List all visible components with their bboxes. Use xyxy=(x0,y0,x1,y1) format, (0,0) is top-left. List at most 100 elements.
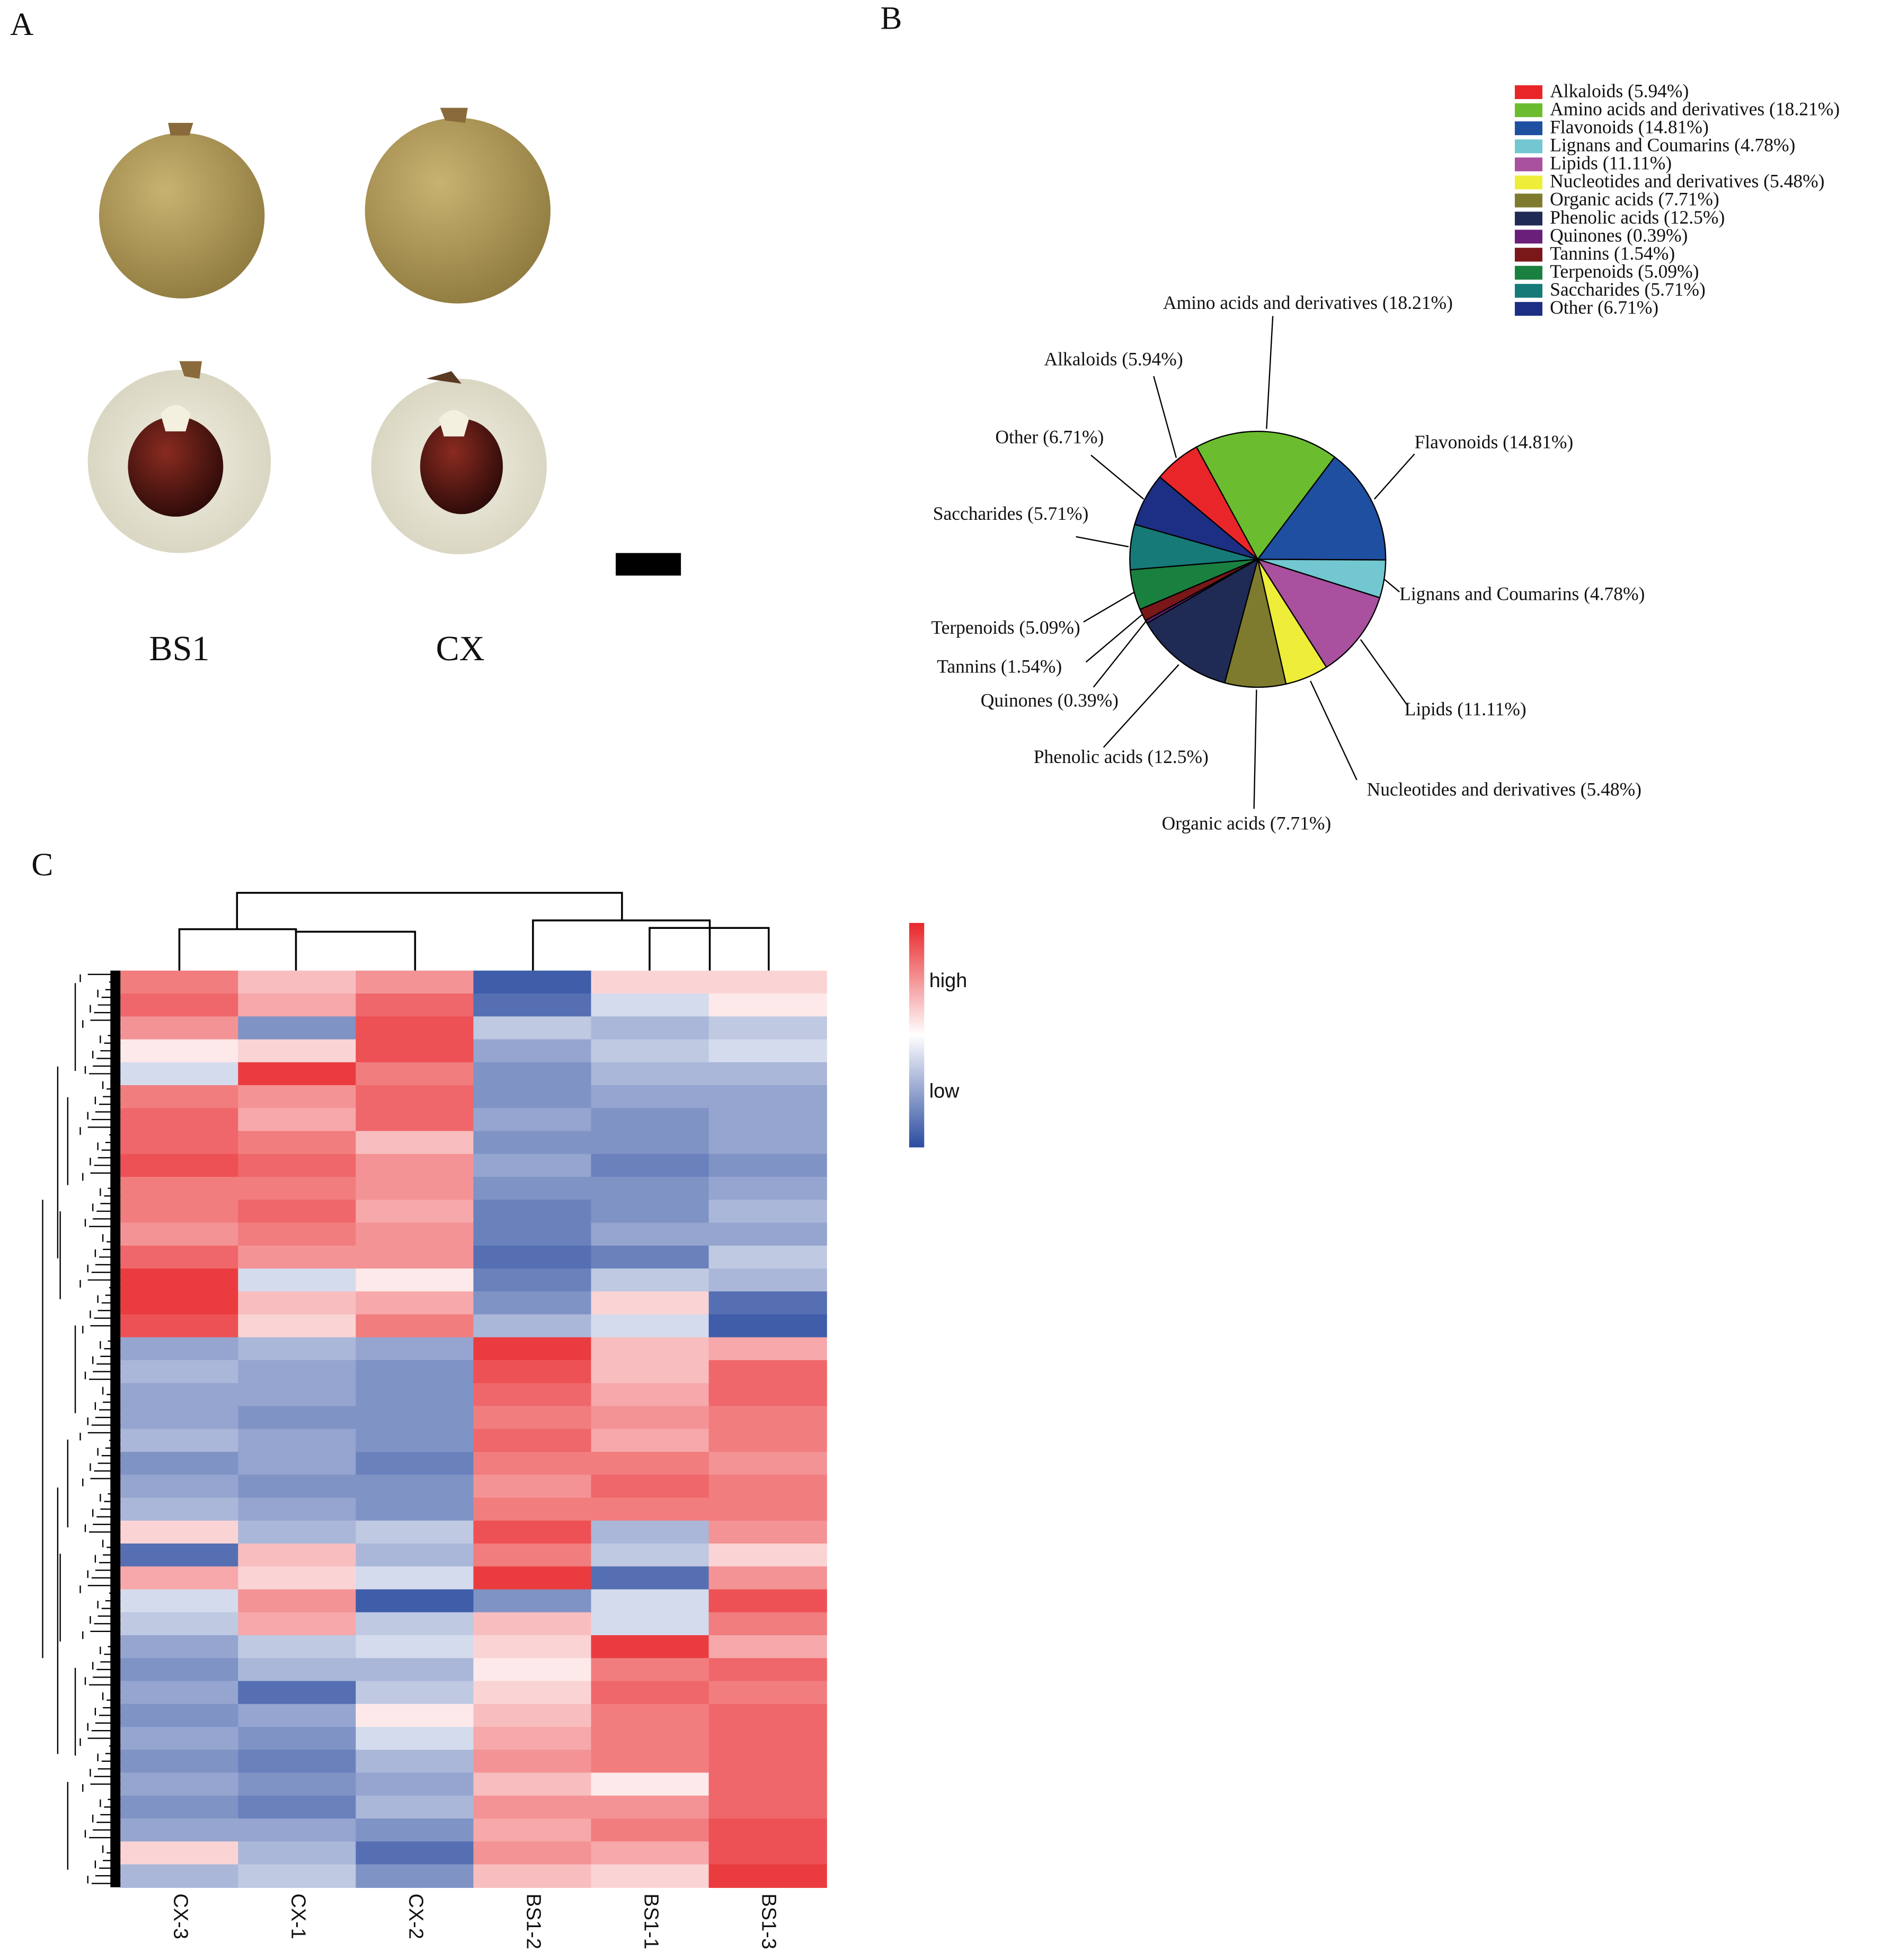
pie-slice xyxy=(1256,558,1381,668)
heatmap-cell xyxy=(708,1016,827,1040)
legend-swatch xyxy=(1514,193,1542,208)
heatmap-cell xyxy=(708,1726,827,1751)
heatmap-cell xyxy=(591,1475,709,1498)
panel-label: C xyxy=(31,847,53,883)
heatmap-cell xyxy=(591,1062,709,1086)
heatmap-cell xyxy=(356,1039,474,1063)
colorbar-label: high xyxy=(929,970,968,992)
sample-label: CX xyxy=(436,629,485,668)
heatmap-cell xyxy=(120,1864,239,1888)
heatmap-cell xyxy=(708,1451,827,1476)
heatmap-cell xyxy=(708,1566,827,1590)
row-dendrogram xyxy=(42,973,121,1884)
heatmap-cell xyxy=(591,1750,709,1773)
leader-line xyxy=(1083,591,1135,623)
heatmap-cell xyxy=(708,1360,827,1384)
heatmap-cell xyxy=(473,1131,592,1155)
heatmap-cell xyxy=(591,970,709,995)
heatmap-cell xyxy=(120,1131,239,1155)
heatmap-cell xyxy=(238,1131,357,1155)
heatmap-cell xyxy=(120,1268,239,1292)
heatmap-cell xyxy=(591,1520,709,1545)
heatmap-cell xyxy=(356,1589,474,1613)
heatmap-cell xyxy=(238,1016,357,1040)
legend-label: Amino acids and derivatives (18.21%) xyxy=(1550,98,1840,119)
heatmap-cell xyxy=(591,1176,709,1201)
heatmap-cell xyxy=(473,1612,592,1636)
slice-label: Phenolic acids (12.5%) xyxy=(1034,746,1209,767)
heatmap-cell xyxy=(120,1612,239,1636)
heatmap-cell xyxy=(120,1039,239,1063)
heatmap-cell xyxy=(120,970,239,995)
heatmap-cell xyxy=(356,1268,474,1292)
legend-label: Terpenoids (5.09%) xyxy=(1550,261,1699,282)
heatmap-cell xyxy=(356,970,474,995)
heatmap-cell xyxy=(238,1658,357,1682)
heatmap-cell xyxy=(356,1360,474,1384)
heatmap-cell xyxy=(120,1818,239,1842)
heatmap-cell xyxy=(591,1406,709,1430)
heatmap-cell xyxy=(591,1612,709,1636)
heatmap-cell xyxy=(120,1520,239,1545)
heatmap-cell xyxy=(708,1497,827,1521)
heatmap-cell xyxy=(708,1085,827,1109)
heatmap-cell xyxy=(356,1864,474,1888)
leader-line xyxy=(1360,639,1408,705)
heatmap-cell xyxy=(356,1451,474,1476)
heatmap-cell xyxy=(473,1451,592,1476)
leader-line xyxy=(1266,316,1274,429)
heatmap-cell xyxy=(356,1818,474,1842)
heatmap-cell xyxy=(356,994,474,1017)
legend-swatch xyxy=(1514,157,1542,172)
heatmap-cell xyxy=(356,1475,474,1498)
heatmap-cell xyxy=(120,1016,239,1040)
heatmap-cell xyxy=(473,1383,592,1407)
heatmap-cell xyxy=(356,1520,474,1545)
pie-slice xyxy=(1134,476,1258,560)
legend-swatch xyxy=(1514,247,1542,262)
heatmap-cell xyxy=(120,1154,239,1178)
heatmap-cell xyxy=(473,970,592,995)
heatmap-cell xyxy=(473,1200,592,1223)
colorbar-label: low xyxy=(929,1080,960,1102)
heatmap-cell xyxy=(473,1795,592,1820)
heatmap-cell xyxy=(473,1268,592,1292)
heatmap-cell xyxy=(708,1383,827,1407)
heatmap-cell xyxy=(473,1475,592,1498)
heatmap-cell xyxy=(591,1681,709,1705)
heatmap-cell xyxy=(238,1566,357,1590)
heatmap-cell xyxy=(708,1658,827,1682)
heatmap-cell xyxy=(708,1337,827,1361)
column-label: CX-3 xyxy=(169,1894,191,1939)
heatmap-cell xyxy=(473,1108,592,1132)
legend-swatch xyxy=(1514,265,1542,280)
leader-line xyxy=(1253,689,1257,809)
legend-swatch xyxy=(1514,283,1542,298)
heatmap-cell xyxy=(238,1062,357,1086)
heatmap-cell xyxy=(356,1383,474,1407)
fruit-photos xyxy=(87,108,681,576)
heatmap-cell xyxy=(120,1383,239,1407)
heatmap-cell xyxy=(708,1612,827,1636)
leader-line xyxy=(1076,536,1129,548)
heatmap-cell xyxy=(120,1681,239,1705)
heatmap-cell xyxy=(120,1176,239,1201)
heatmap-cell xyxy=(591,1039,709,1063)
heatmap-cell xyxy=(591,1497,709,1521)
heatmap-cell xyxy=(238,1291,357,1315)
heatmap-cell xyxy=(120,1451,239,1476)
heatmap-cell xyxy=(473,1062,592,1086)
heatmap-cell xyxy=(238,1681,357,1705)
heatmap-cell xyxy=(591,1704,709,1728)
heatmap-cell xyxy=(591,1291,709,1315)
heatmap-cell xyxy=(120,1200,239,1223)
heatmap-cell xyxy=(120,1475,239,1498)
heatmap-cell xyxy=(356,1726,474,1751)
heatmap-cell xyxy=(473,1085,592,1109)
heatmap-cell xyxy=(591,1245,709,1270)
heatmap-cell xyxy=(356,1750,474,1773)
heatmap-cell xyxy=(120,1772,239,1796)
heatmap-cell xyxy=(473,1543,592,1567)
heatmap-cell xyxy=(120,1589,239,1613)
